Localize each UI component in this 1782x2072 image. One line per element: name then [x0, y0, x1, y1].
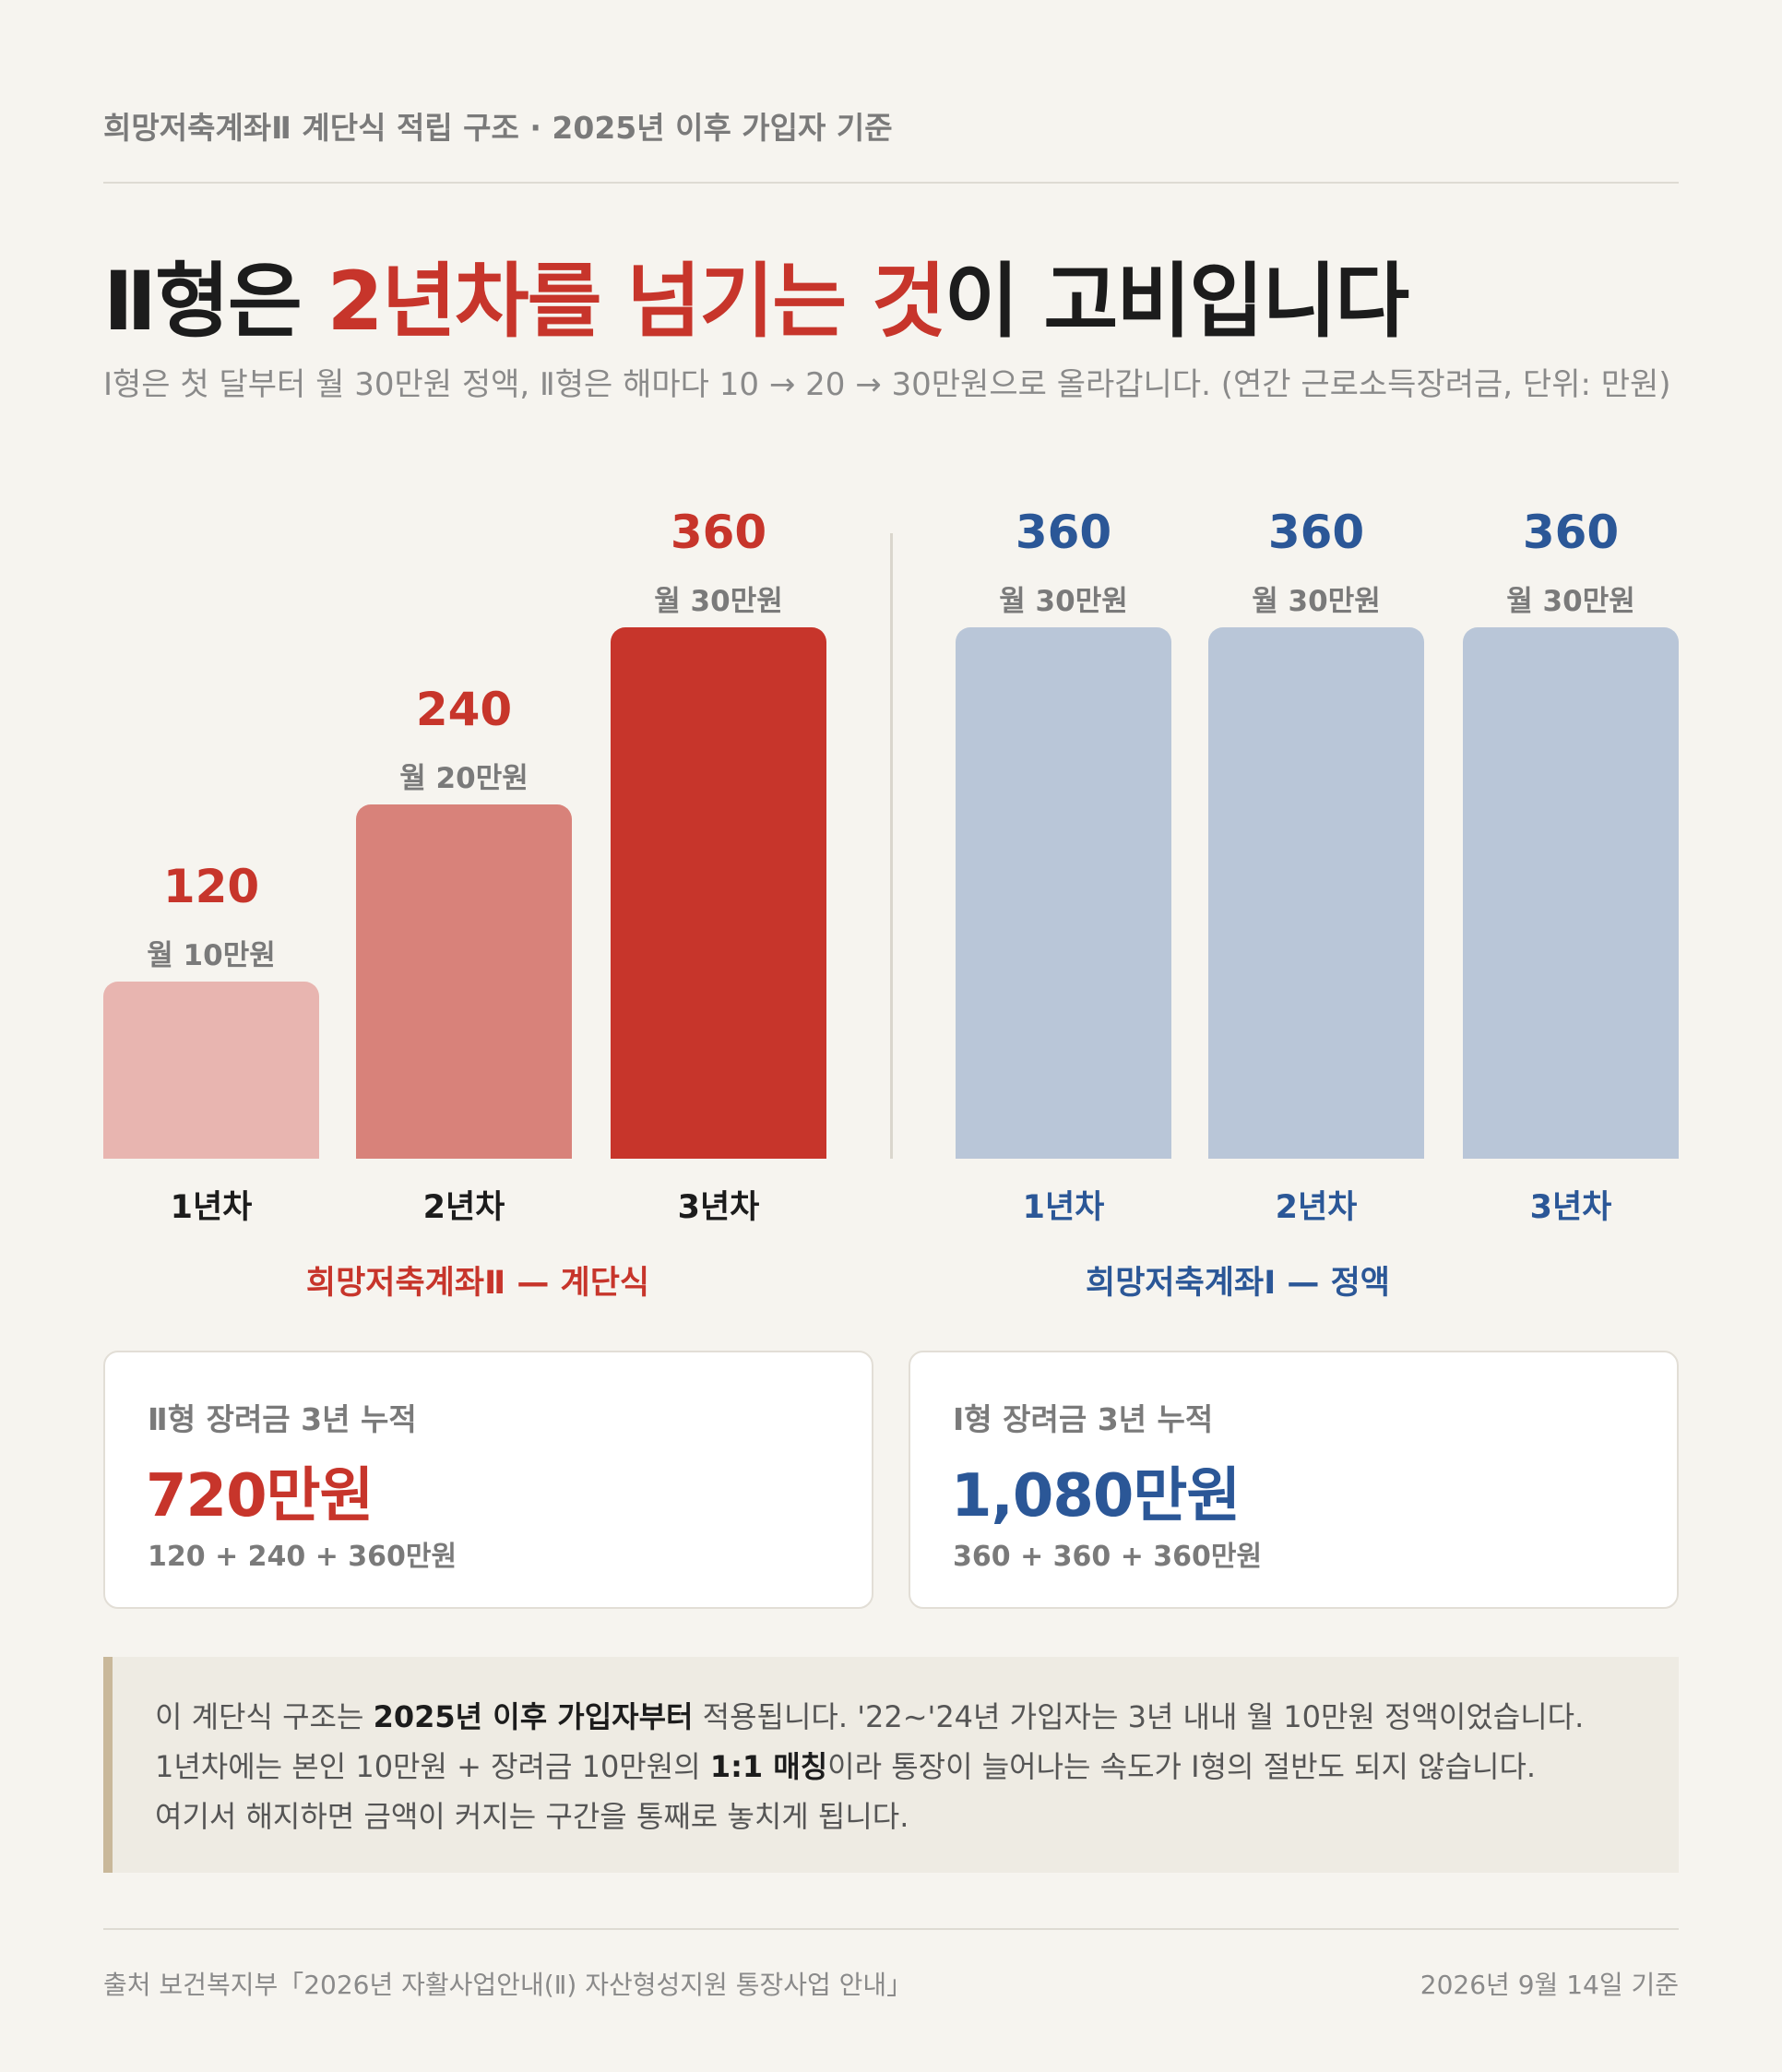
- bar-type2-1: [103, 982, 319, 1159]
- x-tick-type1-1: 1년차: [1022, 1189, 1105, 1226]
- card-formula: 120 + 240 + 360만원: [148, 1541, 457, 1573]
- bottom-divider: [103, 1928, 1679, 1930]
- note-line-3: 여기서 해지하면 금액이 커지는 구간을 통째로 놓치게 됩니다.: [155, 1799, 909, 1834]
- callout-note: 이 계단식 구조는 2025년 이후 가입자부터 적용됩니다. '22~'24년…: [103, 1657, 1679, 1873]
- summary-card-type2: Ⅱ형 장려금 3년 누적 720만원 120 + 240 + 360만원: [103, 1351, 873, 1609]
- data-label-type2-1: 120: [162, 860, 260, 913]
- chart-title-type2: 희망저축계좌Ⅱ — 계단식: [305, 1265, 650, 1302]
- subtitle: Ⅰ형은 첫 달부터 월 30만원 정액, Ⅱ형은 해마다 10 → 20 → 3…: [103, 366, 1671, 403]
- infographic: 희망저축계좌Ⅱ 계단식 적립 구조 · 2025년 이후 가입자 기준 Ⅱ형은 …: [103, 0, 1679, 2072]
- data-label-type2-3: 360: [670, 506, 767, 559]
- bar-type1-3: [1463, 627, 1679, 1159]
- headline-highlight: 2년차를 넘기는 것: [327, 254, 946, 349]
- headline: Ⅱ형은 2년차를 넘기는 것이 고비입니다: [103, 236, 1409, 353]
- x-tick-type2-3: 3년차: [677, 1189, 760, 1226]
- card-value: 720만원: [146, 1462, 374, 1530]
- bar-note-type2-1: 월 10만원: [147, 939, 276, 972]
- data-label-type2-2: 240: [415, 683, 513, 736]
- source-text: 출처 보건복지부「2026년 자활사업안내(Ⅱ) 자산형성지원 통장사업 안내」: [103, 1970, 913, 2000]
- data-label-type1-2: 360: [1267, 506, 1365, 559]
- bar-type1-1: [956, 627, 1171, 1159]
- summary-card-type1: Ⅰ형 장려금 3년 누적 1,080만원 360 + 360 + 360만원: [909, 1351, 1679, 1609]
- bar-note-type1-3: 월 30만원: [1506, 585, 1635, 618]
- card-formula: 360 + 360 + 360만원: [953, 1541, 1263, 1573]
- top-divider: [103, 182, 1679, 184]
- chart-divider: [890, 533, 893, 1159]
- x-tick-type2-1: 1년차: [170, 1189, 253, 1226]
- headline-pre: Ⅱ형은: [103, 254, 327, 349]
- headline-post: 이 고비입니다: [944, 254, 1409, 349]
- date-text: 2026년 9월 14일 기준: [1420, 1970, 1679, 2000]
- kicker: 희망저축계좌Ⅱ 계단식 적립 구조 · 2025년 이후 가입자 기준: [103, 110, 893, 146]
- bar-chart: 월 10만원 120 1년차 월 20만원 240 2년차 월 30만원 360 3년차 월 30…: [103, 0, 1679, 1226]
- bar-note-type1-2: 월 30만원: [1252, 585, 1381, 618]
- bar-note-type2-3: 월 30만원: [654, 585, 783, 618]
- card-label: Ⅰ형 장려금 3년 누적: [953, 1401, 1214, 1437]
- data-label-type1-3: 360: [1522, 506, 1620, 559]
- chart-title-type1: 희망저축계좌Ⅰ — 정액: [1086, 1265, 1390, 1302]
- bar-note-type1-1: 월 30만원: [999, 585, 1128, 618]
- data-label-type1-1: 360: [1015, 506, 1112, 559]
- note-line-2: 1년차에는 본인 10만원 + 장려금 10만원의 1:1 매칭이라 통장이 늘…: [155, 1749, 1537, 1784]
- bar-type1-2: [1208, 627, 1424, 1159]
- bar-note-type2-2: 월 20만원: [399, 762, 529, 795]
- card-value: 1,080만원: [951, 1462, 1241, 1530]
- x-tick-type2-2: 2년차: [422, 1189, 505, 1226]
- x-tick-type1-2: 2년차: [1275, 1189, 1358, 1226]
- card-label: Ⅱ형 장려금 3년 누적: [148, 1401, 417, 1437]
- bar-type2-2: [356, 804, 572, 1159]
- note-line-1: 이 계단식 구조는 2025년 이후 가입자부터 적용됩니다. '22~'24년…: [155, 1699, 1585, 1734]
- x-tick-type1-3: 3년차: [1529, 1189, 1612, 1226]
- bar-type2-3: [611, 627, 826, 1159]
